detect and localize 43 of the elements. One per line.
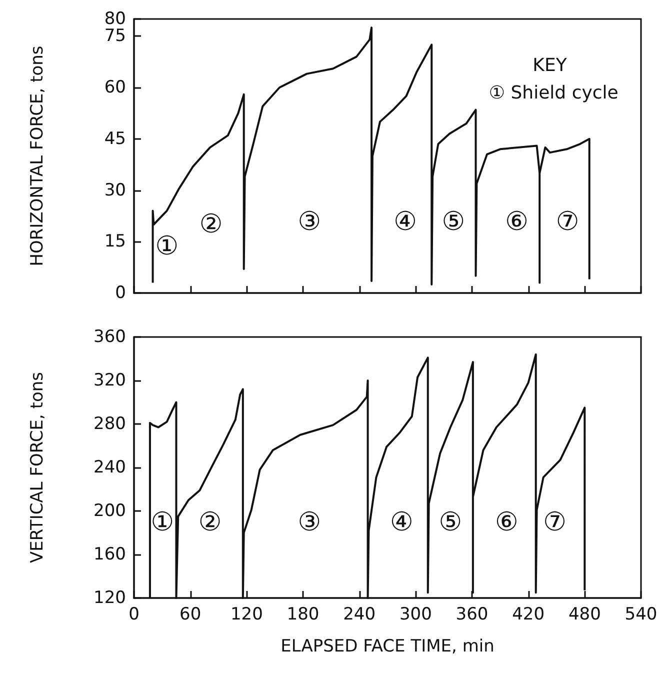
y-tick-label: 45 bbox=[104, 128, 126, 149]
annotation: ⑤ bbox=[438, 507, 462, 538]
annotation: ⑤ bbox=[442, 206, 466, 237]
annotation: ① bbox=[150, 507, 174, 538]
x-tick-label: 120 bbox=[230, 604, 263, 624]
x-tick-label: 360 bbox=[456, 604, 488, 624]
x-tick-label: 180 bbox=[286, 604, 320, 624]
x-tick-label: 420 bbox=[512, 604, 545, 624]
annotation: ⑦ bbox=[556, 206, 580, 237]
y-tick-label: 15 bbox=[104, 232, 126, 252]
annotation: ② bbox=[199, 210, 223, 240]
annotation: ④ bbox=[394, 206, 417, 237]
annotation: ⑥ bbox=[494, 507, 518, 538]
y-axis-title: VERTICAL FORCE, tons bbox=[28, 372, 48, 563]
x-tick-label: 60 bbox=[180, 604, 202, 624]
y-tick-label: 80 bbox=[104, 9, 126, 29]
y-tick-label: 160 bbox=[94, 544, 126, 564]
x-tick-label: 240 bbox=[343, 604, 376, 624]
annotation: ① Shield cycle bbox=[488, 82, 618, 104]
x-tick-label: 300 bbox=[399, 604, 432, 624]
annotation: ⑦ bbox=[543, 507, 566, 538]
y-tick-label: 75 bbox=[104, 26, 126, 46]
y-tick-label: 30 bbox=[104, 180, 126, 200]
annotation: ② bbox=[198, 507, 222, 538]
x-tick-label: 540 bbox=[624, 604, 658, 624]
annotation: ① bbox=[155, 231, 179, 262]
y-tick-label: 120 bbox=[94, 588, 126, 608]
y-tick-label: 240 bbox=[94, 458, 126, 478]
annotation: ⑥ bbox=[505, 206, 528, 237]
y-tick-label: 360 bbox=[94, 327, 126, 347]
annotation: ④ bbox=[390, 507, 414, 538]
y-tick-label: 0 bbox=[115, 283, 126, 303]
y-tick-label: 320 bbox=[94, 370, 126, 390]
x-tick-label: 0 bbox=[128, 604, 140, 624]
annotation: KEY bbox=[532, 55, 568, 76]
annotation: ③ bbox=[298, 206, 322, 237]
x-axis-title: ELAPSED FACE TIME, min bbox=[280, 636, 494, 656]
annotation: ③ bbox=[298, 507, 322, 538]
y-tick-label: 200 bbox=[94, 501, 126, 521]
y-tick-label: 280 bbox=[94, 414, 126, 434]
y-tick-label: 60 bbox=[104, 78, 126, 98]
x-tick-label: 480 bbox=[568, 604, 601, 624]
y-axis-title: HORIZONTAL FORCE, tons bbox=[28, 46, 48, 266]
